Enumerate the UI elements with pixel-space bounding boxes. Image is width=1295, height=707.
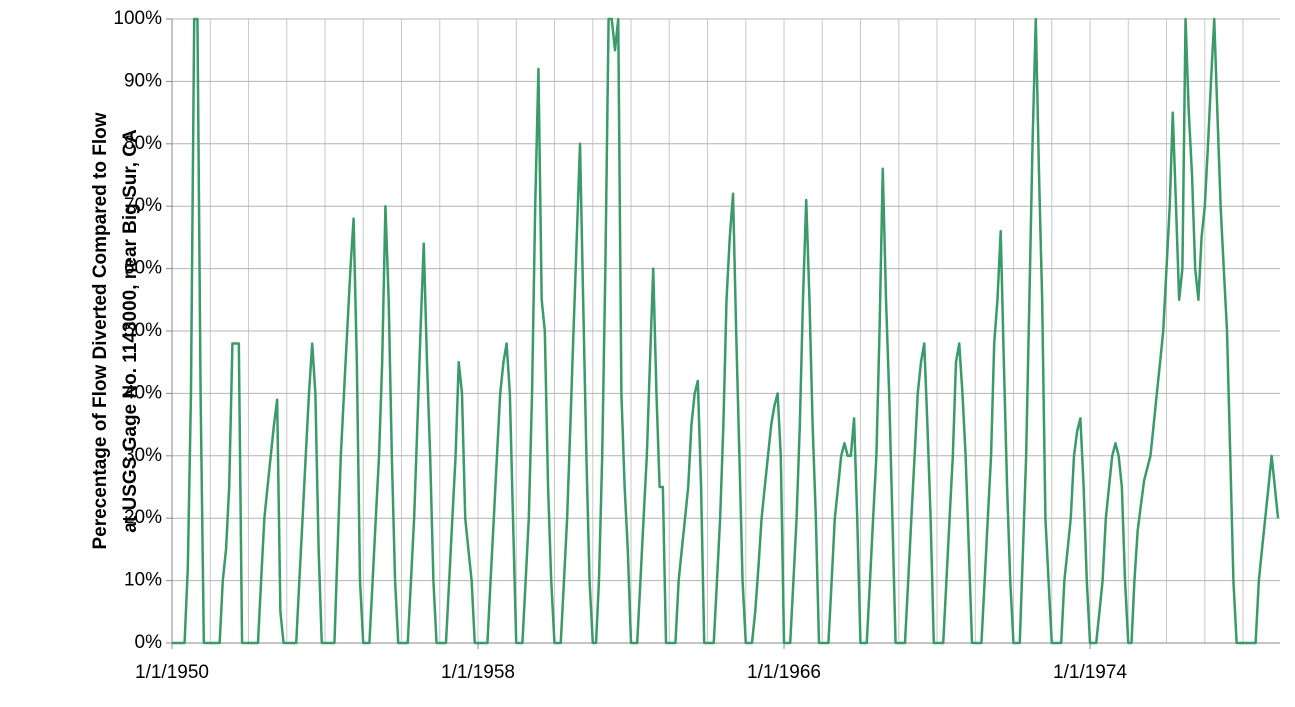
y-tick-label: 60% [124,258,162,279]
y-tick-label: 70% [124,195,162,216]
y-tick-label: 100% [113,8,162,29]
x-tick-label: 1/1/1966 [747,662,821,683]
x-tick-label: 1/1/1958 [441,662,515,683]
y-tick-label: 20% [124,507,162,528]
y-tick-label: 90% [124,70,162,91]
y-tick-label: 0% [135,632,163,653]
data-line [172,17,1280,645]
y-tick-label: 80% [124,133,162,154]
y-tick-label: 40% [124,382,162,403]
x-tick-label: 1/1/1950 [135,662,209,683]
y-tick-label: 10% [124,570,162,591]
y-axis-title: at USGS Gage No. 1143000, near Big Sur, … [120,129,141,533]
y-tick-label: 50% [124,320,162,341]
y-axis-title: Perecentage of Flow Diverted Compared to… [90,112,111,549]
x-tick-label: 1/1/1974 [1053,662,1127,683]
y-tick-label: 30% [124,445,162,466]
